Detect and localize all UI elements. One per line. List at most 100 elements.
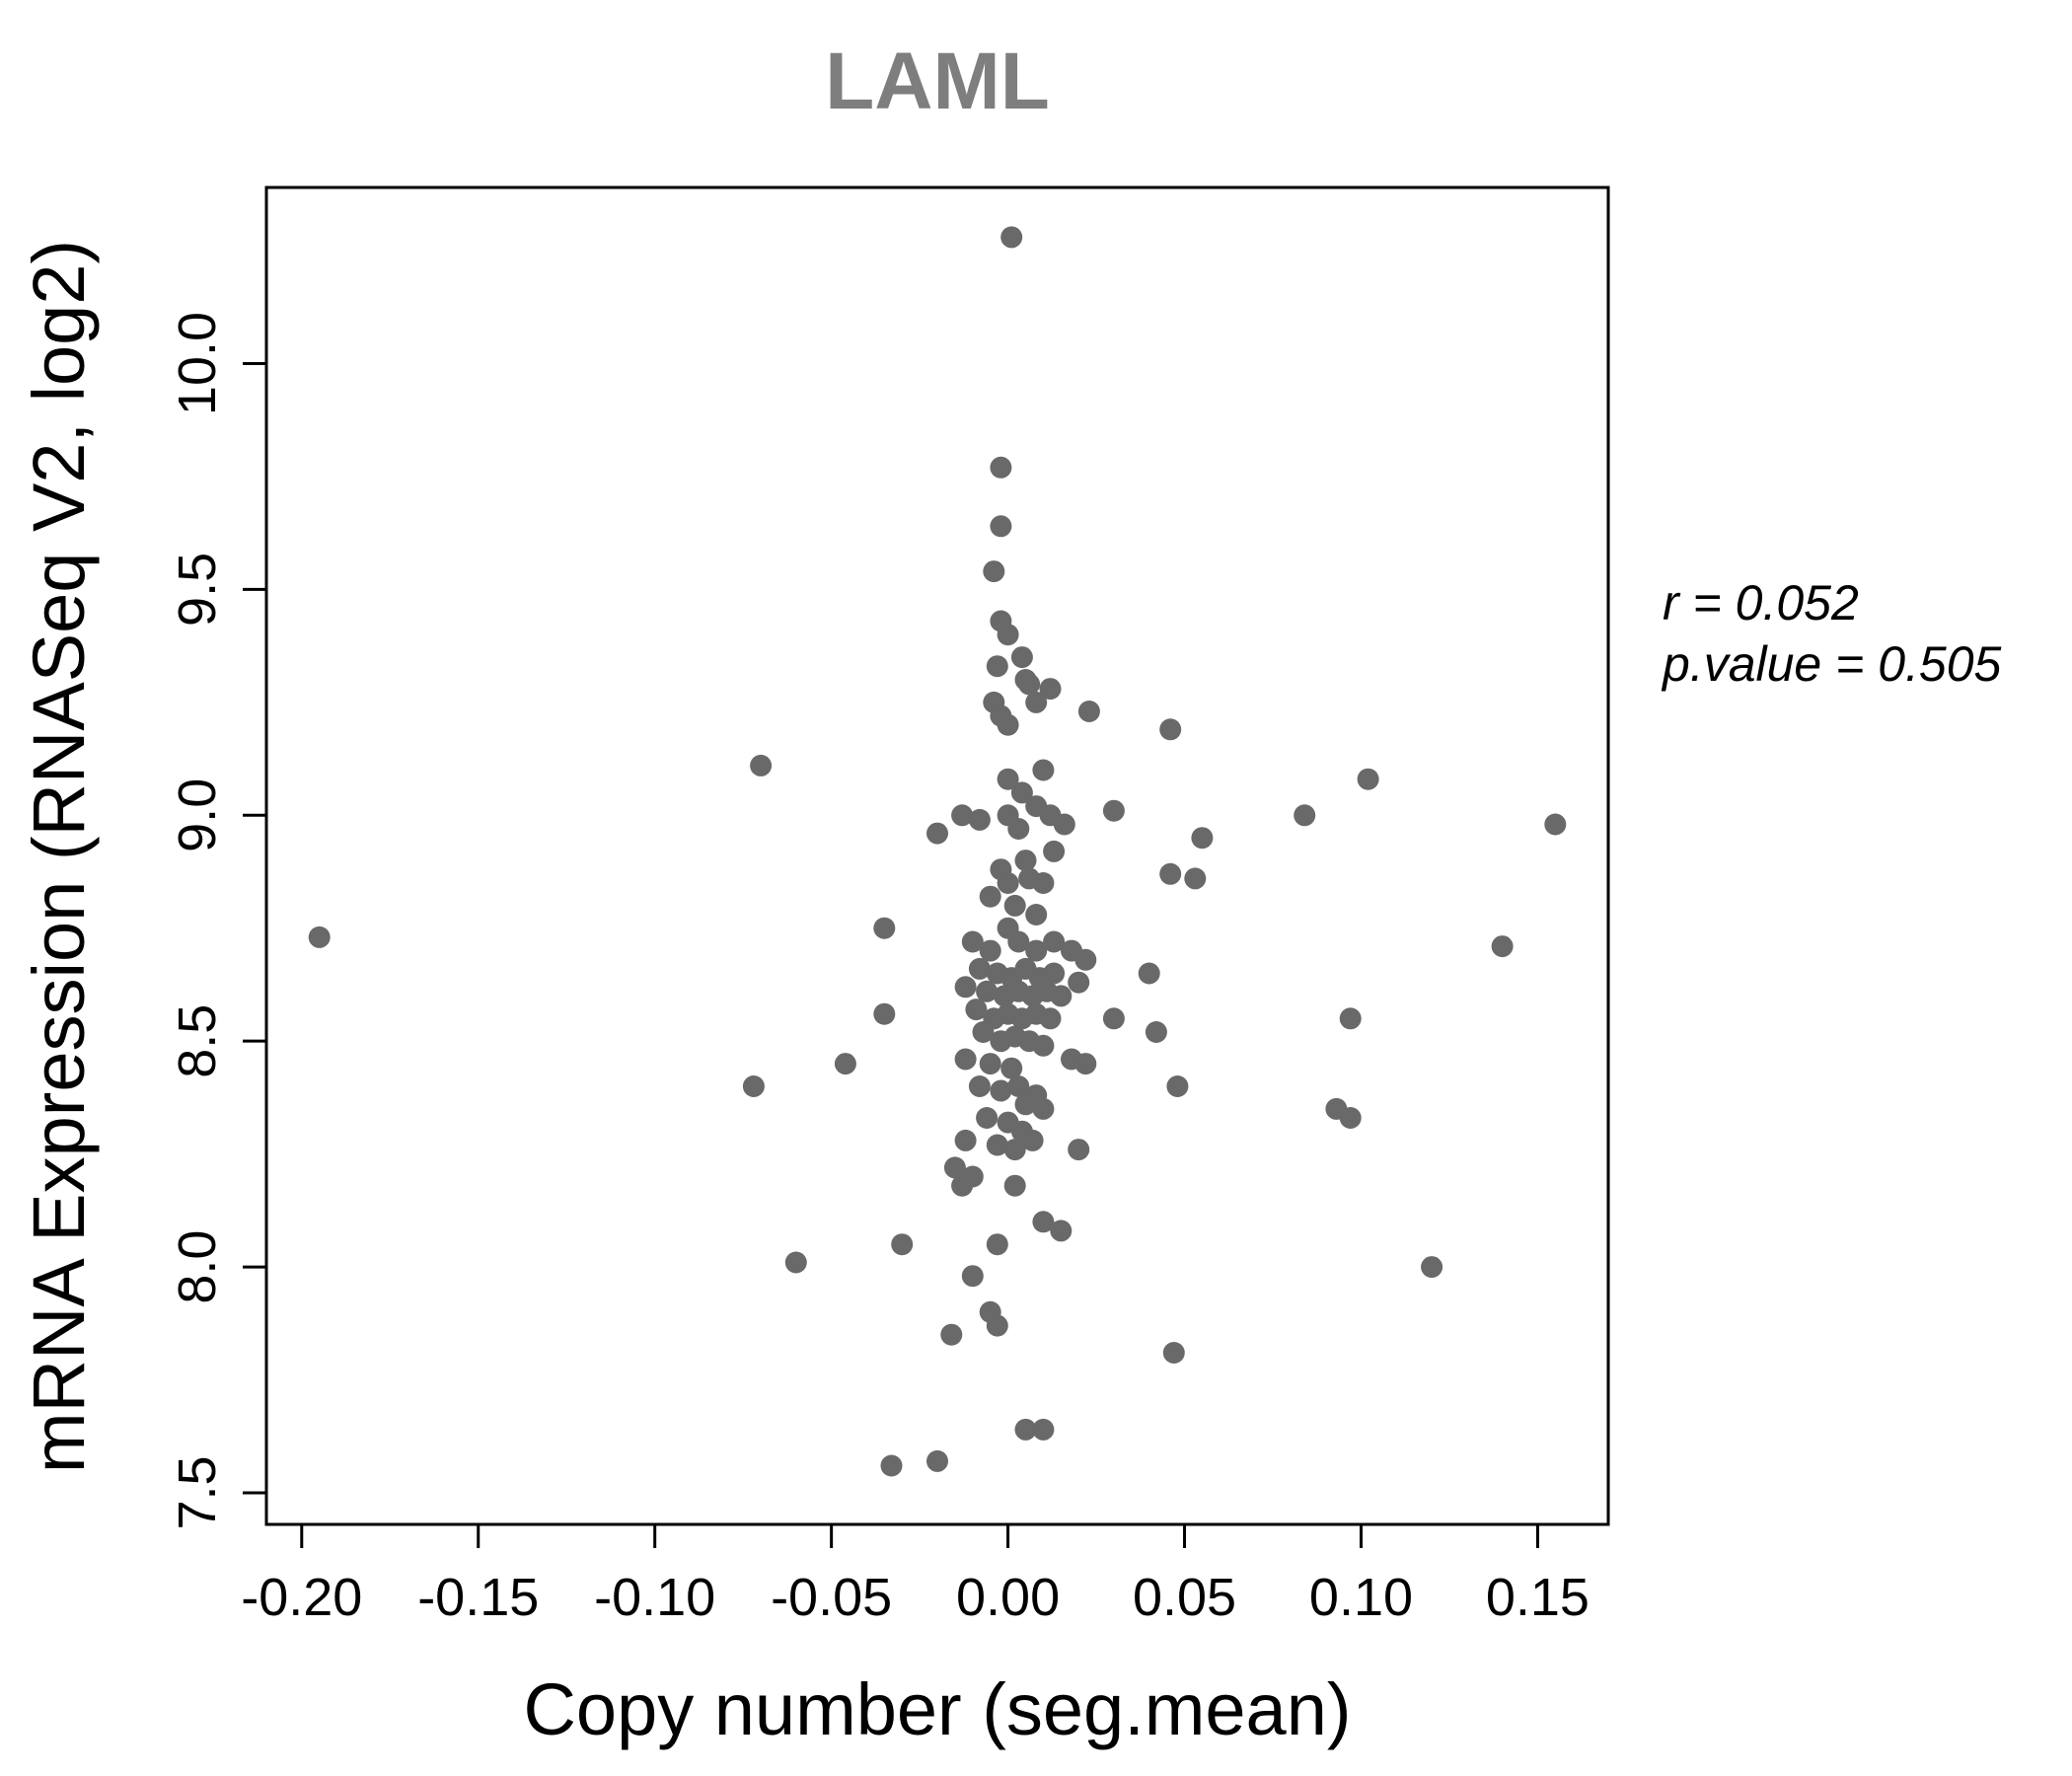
- data-point: [1294, 804, 1316, 827]
- data-point: [1074, 948, 1097, 971]
- data-point: [1007, 1075, 1030, 1097]
- data-point: [1166, 1075, 1189, 1097]
- data-point: [954, 1048, 977, 1071]
- data-point: [1162, 1342, 1185, 1364]
- data-point: [979, 939, 1001, 962]
- data-point: [1043, 840, 1066, 862]
- y-tick-label: 10.0: [168, 312, 227, 415]
- data-point: [965, 999, 988, 1021]
- y-tick-label: 7.5: [168, 1455, 227, 1529]
- data-point: [990, 515, 1012, 538]
- data-point: [986, 1314, 1008, 1337]
- x-tick-label: 0.10: [1309, 1568, 1413, 1627]
- data-point: [891, 1233, 914, 1256]
- y-tick-label: 8.0: [168, 1230, 227, 1304]
- data-point: [1000, 1057, 1023, 1079]
- data-point: [308, 925, 331, 948]
- data-point: [1014, 669, 1037, 691]
- data-point: [1421, 1256, 1443, 1279]
- data-point: [1357, 768, 1379, 790]
- x-tick-label: -0.10: [594, 1568, 715, 1627]
- data-point: [742, 1075, 765, 1097]
- data-point: [1014, 1418, 1037, 1441]
- data-point: [1544, 813, 1567, 836]
- data-point: [986, 1134, 1008, 1156]
- data-point: [997, 713, 1019, 736]
- data-point: [784, 1251, 807, 1274]
- y-axis-title: mRNA Expression (RNASeq V2, log2): [18, 240, 100, 1473]
- data-point: [972, 1021, 995, 1043]
- data-point: [961, 930, 984, 953]
- data-point: [1068, 971, 1090, 994]
- data-point: [1032, 1211, 1055, 1233]
- data-point: [1025, 939, 1048, 962]
- x-tick-label: 0.00: [956, 1568, 1060, 1627]
- x-tick-label: 0.05: [1133, 1568, 1236, 1627]
- data-point: [990, 1079, 1012, 1102]
- data-point: [986, 655, 1008, 678]
- data-point: [1074, 1053, 1097, 1075]
- data-point: [1138, 962, 1160, 985]
- data-point: [943, 1156, 966, 1179]
- data-point: [1010, 646, 1033, 669]
- y-tick-label: 9.0: [168, 778, 227, 852]
- data-point: [1007, 818, 1030, 840]
- data-point: [1021, 1129, 1044, 1151]
- data-point: [1043, 962, 1066, 985]
- data-point: [979, 1053, 1001, 1075]
- data-point: [940, 1323, 963, 1346]
- data-point: [976, 1107, 999, 1129]
- data-point: [990, 456, 1012, 479]
- data-point: [1050, 1220, 1073, 1242]
- data-point: [1053, 813, 1075, 836]
- data-point: [951, 1174, 974, 1197]
- data-point: [1014, 1093, 1037, 1116]
- data-point: [1102, 799, 1125, 822]
- x-tick-label: -0.20: [241, 1568, 362, 1627]
- data-point: [1184, 867, 1207, 890]
- data-point: [1032, 1418, 1055, 1441]
- data-point: [1043, 930, 1066, 953]
- data-point: [1050, 985, 1073, 1007]
- data-point: [997, 768, 1019, 790]
- data-point: [986, 1233, 1008, 1256]
- data-point: [976, 980, 999, 1002]
- data-point: [997, 872, 1019, 894]
- data-point: [968, 957, 991, 980]
- data-point: [1003, 1174, 1026, 1197]
- data-point: [880, 1454, 903, 1477]
- data-point: [1159, 862, 1182, 885]
- data-point: [1032, 759, 1055, 781]
- data-point: [997, 624, 1019, 646]
- data-point: [1339, 1007, 1362, 1030]
- y-tick-label: 9.5: [168, 553, 227, 627]
- data-point: [1145, 1021, 1167, 1043]
- data-point: [1032, 872, 1055, 894]
- data-point: [1000, 226, 1023, 249]
- x-axis-title: Copy number (seg.mean): [523, 1668, 1351, 1750]
- data-point: [954, 1129, 977, 1151]
- data-point: [968, 808, 991, 831]
- data-point: [1039, 678, 1062, 701]
- data-point: [1025, 904, 1048, 925]
- data-point: [1102, 1007, 1125, 1030]
- x-tick-label: -0.05: [771, 1568, 892, 1627]
- x-tick-label: -0.15: [417, 1568, 539, 1627]
- data-point: [873, 1002, 896, 1025]
- plot-border: [264, 185, 1610, 1526]
- p-value-annotation: p.value = 0.505: [1661, 636, 2002, 692]
- data-point: [979, 885, 1001, 908]
- data-point: [1010, 781, 1033, 804]
- data-point: [1339, 1107, 1362, 1129]
- data-point: [961, 1265, 984, 1288]
- data-point: [968, 1075, 991, 1097]
- data-point: [1032, 1097, 1055, 1120]
- data-point: [954, 976, 977, 999]
- x-tick-label: 0.15: [1486, 1568, 1590, 1627]
- data-point: [1077, 701, 1100, 722]
- data-point: [1191, 827, 1214, 850]
- y-tick-label: 8.5: [168, 1004, 227, 1078]
- data-point: [1159, 718, 1182, 741]
